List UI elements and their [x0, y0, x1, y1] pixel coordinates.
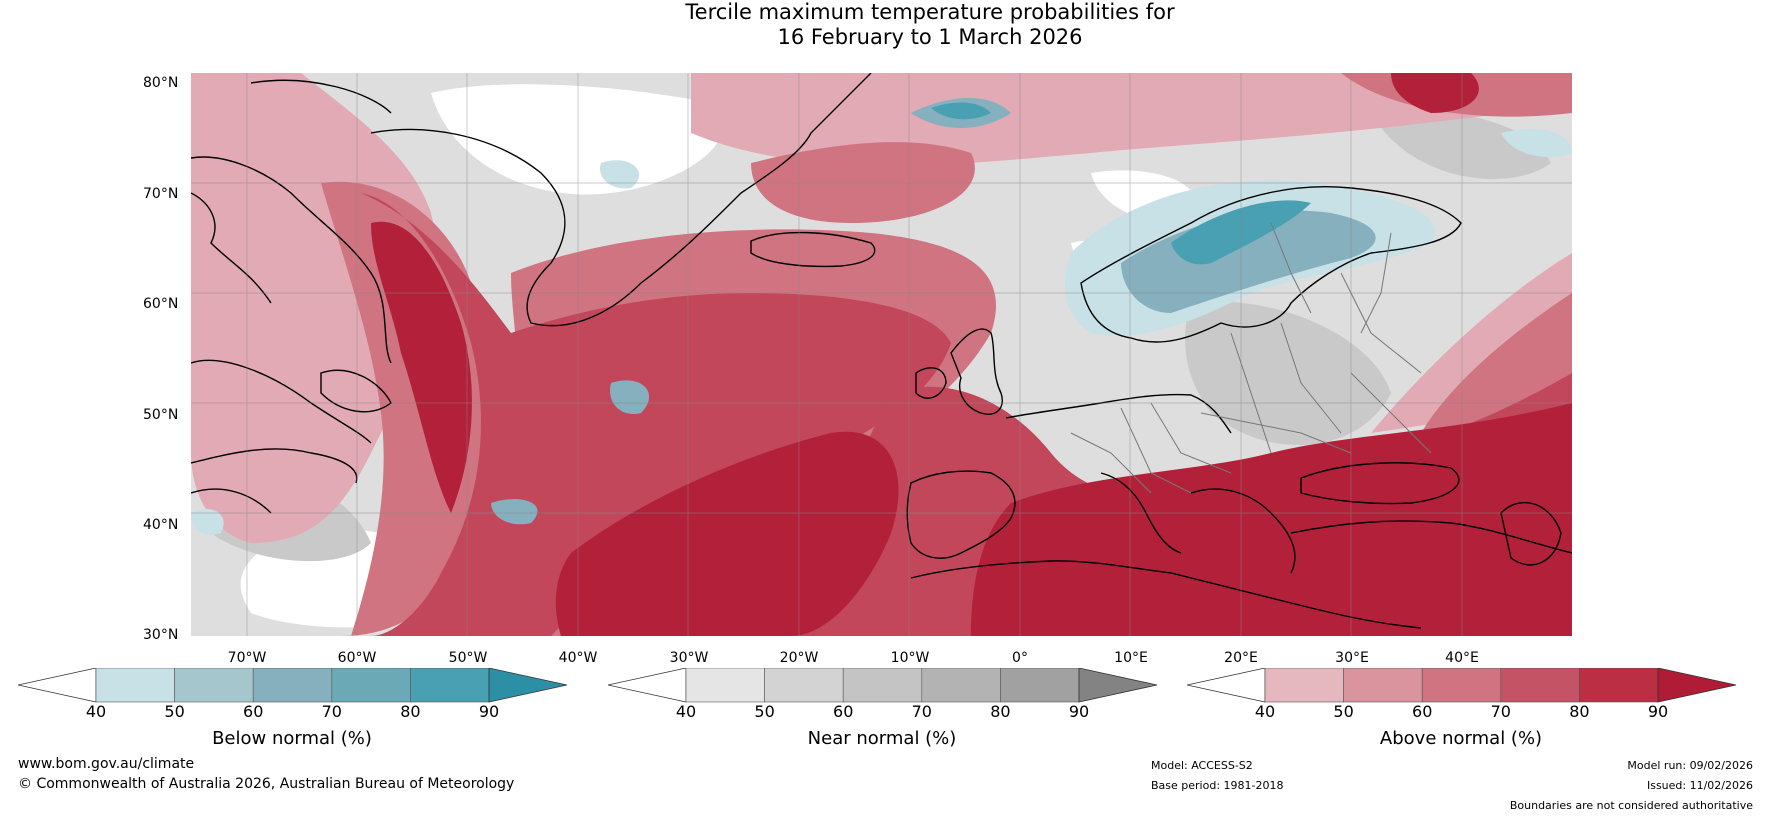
title-line-2: 16 February to 1 March 2026	[777, 25, 1083, 49]
colorbar-above-normal-segment	[1421, 668, 1502, 703]
colorbar-above-normal-segment	[1343, 668, 1423, 703]
lon-label-30w: 30°W	[669, 650, 709, 666]
colorbar-title-below-normal: Below normal (%)	[212, 728, 372, 749]
footer-model-run: Model run: 09/02/2026	[1627, 759, 1753, 772]
colorbar-near-normal-tick: 50	[754, 702, 775, 721]
footer-base-period: Base period: 1981-2018	[1151, 779, 1284, 792]
lat-label-30n: 30°N	[143, 627, 179, 643]
colorbar-near-normal	[608, 668, 1158, 703]
colorbar-near-normal-high-extend	[1078, 668, 1158, 703]
colorbar-below-normal-segment	[174, 668, 254, 703]
colorbar-near-normal-tick: 80	[990, 702, 1011, 721]
map-title: Tercile maximum temperature probabilitie…	[0, 0, 1770, 50]
lon-label-70w: 70°W	[227, 650, 267, 666]
colorbar-above-normal-segment	[1500, 668, 1580, 703]
colorbar-below-normal-tick: 70	[321, 702, 342, 721]
colorbar-near-normal-tick: 90	[1068, 702, 1090, 721]
colorbar-near-normal-segment	[764, 668, 844, 703]
lon-label-40w: 40°W	[558, 650, 598, 666]
colorbar-below-normal-tick: 50	[164, 702, 185, 721]
lat-label-50n: 50°N	[143, 407, 179, 423]
colorbar-below-normal	[18, 668, 568, 703]
colorbar-above-normal-tick: 40	[1254, 702, 1276, 721]
colorbar-above-normal-tick: 80	[1569, 702, 1590, 721]
colorbar-near-normal-segment	[685, 668, 765, 703]
colorbar-above-normal-tick: 60	[1412, 702, 1433, 721]
colorbar-below-normal-segment	[252, 668, 333, 703]
colorbar-above-normal-tick: 50	[1333, 702, 1354, 721]
probability-map	[191, 73, 1572, 636]
colorbar-above-normal-tick: 90	[1647, 702, 1669, 721]
colorbar-near-normal-segment	[842, 668, 923, 703]
lon-label-20e: 20°E	[1224, 650, 1258, 666]
colorbar-below-normal-tick: 40	[85, 702, 107, 721]
colorbar-near-normal-tick: 70	[911, 702, 932, 721]
title-line-1: Tercile maximum temperature probabilitie…	[685, 0, 1175, 24]
colorbar-above-normal-low-extend	[1187, 668, 1266, 703]
footer-model: Model: ACCESS-S2	[1151, 759, 1253, 772]
lon-label-60w: 60°W	[337, 650, 377, 666]
lat-label-70n: 70°N	[143, 186, 179, 202]
lat-label-80n: 80°N	[143, 75, 179, 91]
colorbar-title-above-normal: Above normal (%)	[1379, 728, 1543, 749]
lon-label-10w: 10°W	[890, 650, 930, 666]
colorbar-below-normal-tick: 80	[400, 702, 421, 721]
colorbar-above-normal-high-extend	[1657, 668, 1737, 703]
footer-issued: Issued: 11/02/2026	[1646, 779, 1753, 792]
graticule	[191, 73, 1572, 636]
colorbar-below-normal-tick: 90	[478, 702, 500, 721]
colorbar-below-normal-tick: 60	[243, 702, 264, 721]
colorbar-title-near-normal: Near normal (%)	[807, 728, 957, 749]
colorbar-near-normal-segment	[1000, 668, 1080, 703]
footer-disclaimer: Boundaries are not considered authoritat…	[1509, 799, 1753, 812]
colorbar-below-normal-high-extend	[488, 668, 568, 703]
lon-label-10e: 10°E	[1114, 650, 1148, 666]
colorbar-above-normal-segment	[1264, 668, 1344, 703]
colorbar-near-normal-low-extend	[608, 668, 687, 703]
lon-label-30e: 30°E	[1335, 650, 1369, 666]
colorbar-above-normal	[1187, 668, 1737, 703]
coastlines	[191, 73, 1572, 629]
colorbar-above-normal-tick: 70	[1490, 702, 1511, 721]
colorbar-near-normal-segment	[921, 668, 1001, 703]
lat-label-60n: 60°N	[143, 296, 179, 312]
lon-label-40e: 40°E	[1445, 650, 1479, 666]
colorbar-near-normal-tick: 40	[675, 702, 697, 721]
lon-label-0: 0°	[1012, 650, 1028, 666]
colorbar-below-normal-segment	[410, 668, 490, 703]
lon-label-50w: 50°W	[448, 650, 488, 666]
colorbar-above-normal-segment	[1579, 668, 1659, 703]
lat-label-40n: 40°N	[143, 517, 179, 533]
colorbar-below-normal-low-extend	[18, 668, 97, 703]
colorbar-near-normal-tick: 60	[833, 702, 854, 721]
footer-copyright: © Commonwealth of Australia 2026, Austra…	[18, 776, 515, 792]
lon-label-20w: 20°W	[779, 650, 819, 666]
colorbar-below-normal-segment	[95, 668, 175, 703]
footer-url[interactable]: www.bom.gov.au/climate	[18, 756, 195, 772]
above-normal-very-strong-regions	[371, 73, 1572, 636]
colorbar-below-normal-segment	[331, 668, 411, 703]
